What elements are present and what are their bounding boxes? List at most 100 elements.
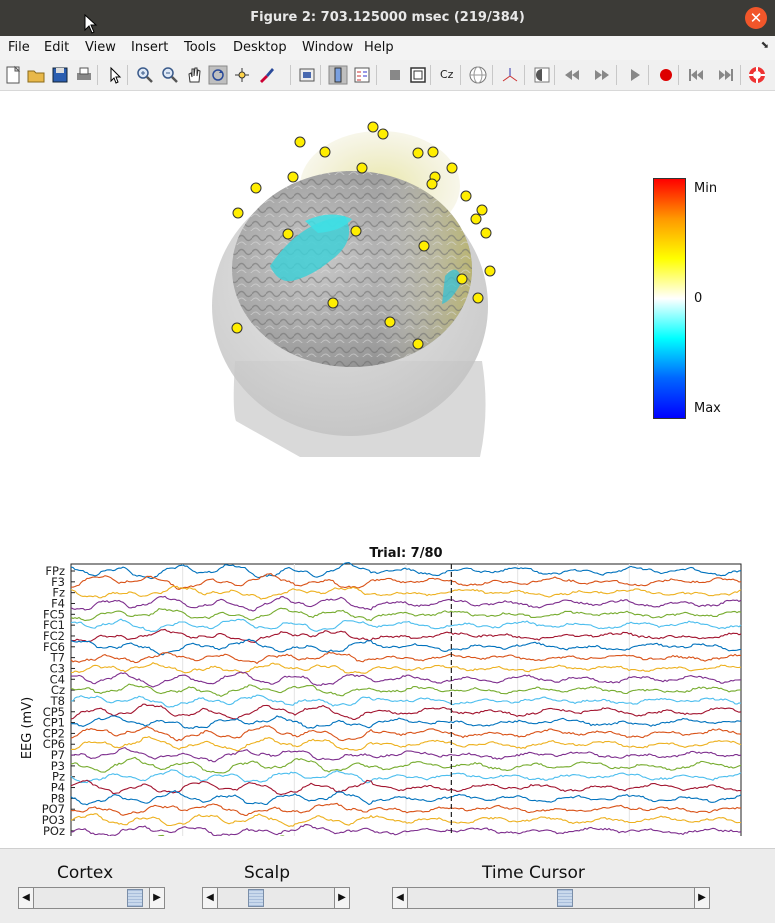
- time-cursor-slider-thumb[interactable]: [557, 889, 573, 907]
- axes-icon[interactable]: [500, 65, 520, 85]
- electrode-dot: [232, 207, 244, 219]
- sphere-icon[interactable]: [468, 65, 488, 85]
- channel-label: FC1: [43, 618, 65, 632]
- colorbar-zero-label: 0: [694, 291, 703, 306]
- menu-insert[interactable]: Insert: [131, 40, 169, 55]
- menu-desktop[interactable]: Desktop: [233, 40, 287, 55]
- y-axis-label: EEG (mV): [20, 697, 35, 759]
- channel-label: FC6: [43, 640, 65, 654]
- slider-left-arrow-icon[interactable]: ◀: [203, 888, 218, 908]
- brain-3d-view[interactable]: [0, 91, 775, 461]
- cz-icon[interactable]: Cz: [438, 65, 458, 85]
- toolbar-separator: [97, 65, 98, 85]
- channel-label: P3: [51, 759, 65, 773]
- data-cursor-icon[interactable]: [232, 65, 252, 85]
- electrode-dot: [484, 265, 496, 277]
- half-icon[interactable]: [532, 65, 552, 85]
- eeg-trace: [70, 715, 742, 730]
- save-icon[interactable]: [50, 65, 70, 85]
- pointer-icon[interactable]: [105, 65, 125, 85]
- channel-label: CP6: [43, 737, 65, 751]
- open-icon[interactable]: [26, 65, 46, 85]
- channel-label: F4: [51, 596, 65, 610]
- menu-view[interactable]: View: [85, 40, 116, 55]
- cortex-gyri: [232, 171, 472, 367]
- menu-window[interactable]: Window: [302, 40, 354, 55]
- activation-region: [270, 216, 350, 282]
- pan-icon[interactable]: [184, 65, 204, 85]
- toolbar-separator: [740, 65, 741, 85]
- menu-help[interactable]: Help: [364, 40, 394, 55]
- slider-right-arrow-icon[interactable]: ▶: [694, 888, 709, 908]
- electrode-dot: [476, 204, 488, 216]
- eeg-trace: [70, 662, 742, 674]
- help-icon[interactable]: [747, 65, 767, 85]
- zoom-out-icon[interactable]: [160, 65, 180, 85]
- play-icon[interactable]: [625, 65, 645, 85]
- menu-tools[interactable]: Tools: [184, 40, 217, 55]
- mouse-pointer-icon: [84, 14, 98, 34]
- legend-icon[interactable]: [352, 65, 372, 85]
- slider-left-arrow-icon[interactable]: ◀: [19, 888, 34, 908]
- rewind-icon[interactable]: [562, 65, 582, 85]
- toolbar-separator: [616, 65, 617, 85]
- cortex-slider[interactable]: ◀ ▶: [18, 887, 165, 909]
- channel-label: Pz: [52, 770, 65, 784]
- dock-arrow-icon[interactable]: ⬊: [760, 40, 769, 51]
- channel-label: PO3: [42, 813, 65, 827]
- electrode-dot: [412, 338, 424, 350]
- eeg-trace: [70, 607, 742, 622]
- toolbar-separator: [678, 65, 679, 85]
- electrode-dot: [350, 225, 362, 237]
- channel-label: FC5: [43, 607, 65, 621]
- slider-right-arrow-icon[interactable]: ▶: [149, 888, 164, 908]
- eeg-trace: [70, 735, 742, 752]
- menu-edit[interactable]: Edit: [44, 40, 70, 55]
- brush-icon[interactable]: [256, 65, 276, 85]
- eeg-trace: [70, 585, 742, 600]
- eeg-chart[interactable]: -1000-500050010001500FPzF3FzF4FC5FC1FC2F…: [0, 451, 775, 836]
- frame-icon[interactable]: [408, 65, 428, 85]
- channel-label: POz: [43, 824, 65, 836]
- colorbar-icon[interactable]: [328, 65, 348, 85]
- title-bar: Figure 2: 703.125000 msec (219/384) ✕: [0, 0, 775, 36]
- forward-icon[interactable]: [592, 65, 612, 85]
- first-icon[interactable]: [686, 65, 706, 85]
- last-icon[interactable]: [716, 65, 736, 85]
- slider-left-arrow-icon[interactable]: ◀: [393, 888, 408, 908]
- electrode-dot: [456, 273, 468, 285]
- colorbar-min-label: Min: [694, 181, 718, 196]
- rotate-icon[interactable]: [208, 65, 228, 85]
- toolbar-separator: [524, 65, 525, 85]
- channel-label: T8: [50, 694, 65, 708]
- scalp-slider[interactable]: ◀ ▶: [202, 887, 350, 909]
- menu-bar: File Edit View Insert Tools Desktop Window Help…: [0, 36, 775, 60]
- square-icon[interactable]: [385, 65, 405, 85]
- menu-file[interactable]: File: [8, 40, 30, 55]
- zoom-in-icon[interactable]: [135, 65, 155, 85]
- close-button[interactable]: ✕: [745, 7, 767, 29]
- electrode-dot: [356, 162, 368, 174]
- record-icon[interactable]: [656, 65, 676, 85]
- electrode-dot: [377, 128, 389, 140]
- electrode-dot: [472, 292, 484, 304]
- electrode-dot: [418, 240, 430, 252]
- print-icon[interactable]: [74, 65, 94, 85]
- scalp-label: Scalp: [244, 863, 291, 883]
- eeg-trace: [70, 789, 742, 806]
- new-figure-icon[interactable]: [3, 65, 23, 85]
- channel-label: Fz: [52, 586, 65, 600]
- link-icon[interactable]: [298, 65, 318, 85]
- eeg-trace: [70, 813, 741, 827]
- electrode-dot: [294, 136, 306, 148]
- electrode-dot: [427, 146, 439, 158]
- eeg-trace: [70, 802, 742, 816]
- channel-label: P4: [51, 781, 65, 795]
- time-cursor-slider[interactable]: ◀ ▶: [392, 887, 710, 909]
- channel-label: P8: [51, 791, 65, 805]
- electrode-dot: [367, 121, 379, 133]
- scalp-slider-thumb[interactable]: [248, 889, 264, 907]
- slider-right-arrow-icon[interactable]: ▶: [334, 888, 349, 908]
- eeg-trace: [70, 703, 742, 720]
- cortex-slider-thumb[interactable]: [127, 889, 143, 907]
